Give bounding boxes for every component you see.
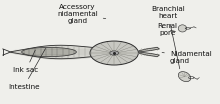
Polygon shape [138, 47, 159, 52]
Ellipse shape [90, 41, 138, 65]
Text: Nidamental
gland: Nidamental gland [162, 51, 212, 64]
Polygon shape [138, 52, 159, 57]
Text: Ink sac: Ink sac [13, 50, 38, 73]
Ellipse shape [178, 72, 191, 82]
Ellipse shape [178, 25, 187, 32]
Text: Renal
pore: Renal pore [158, 23, 178, 36]
Text: Branchial
heart: Branchial heart [151, 6, 185, 69]
Text: Intestine: Intestine [8, 48, 46, 90]
Ellipse shape [22, 47, 76, 57]
Text: Accessory
nidamental
gland: Accessory nidamental gland [57, 4, 106, 24]
Ellipse shape [110, 51, 119, 55]
